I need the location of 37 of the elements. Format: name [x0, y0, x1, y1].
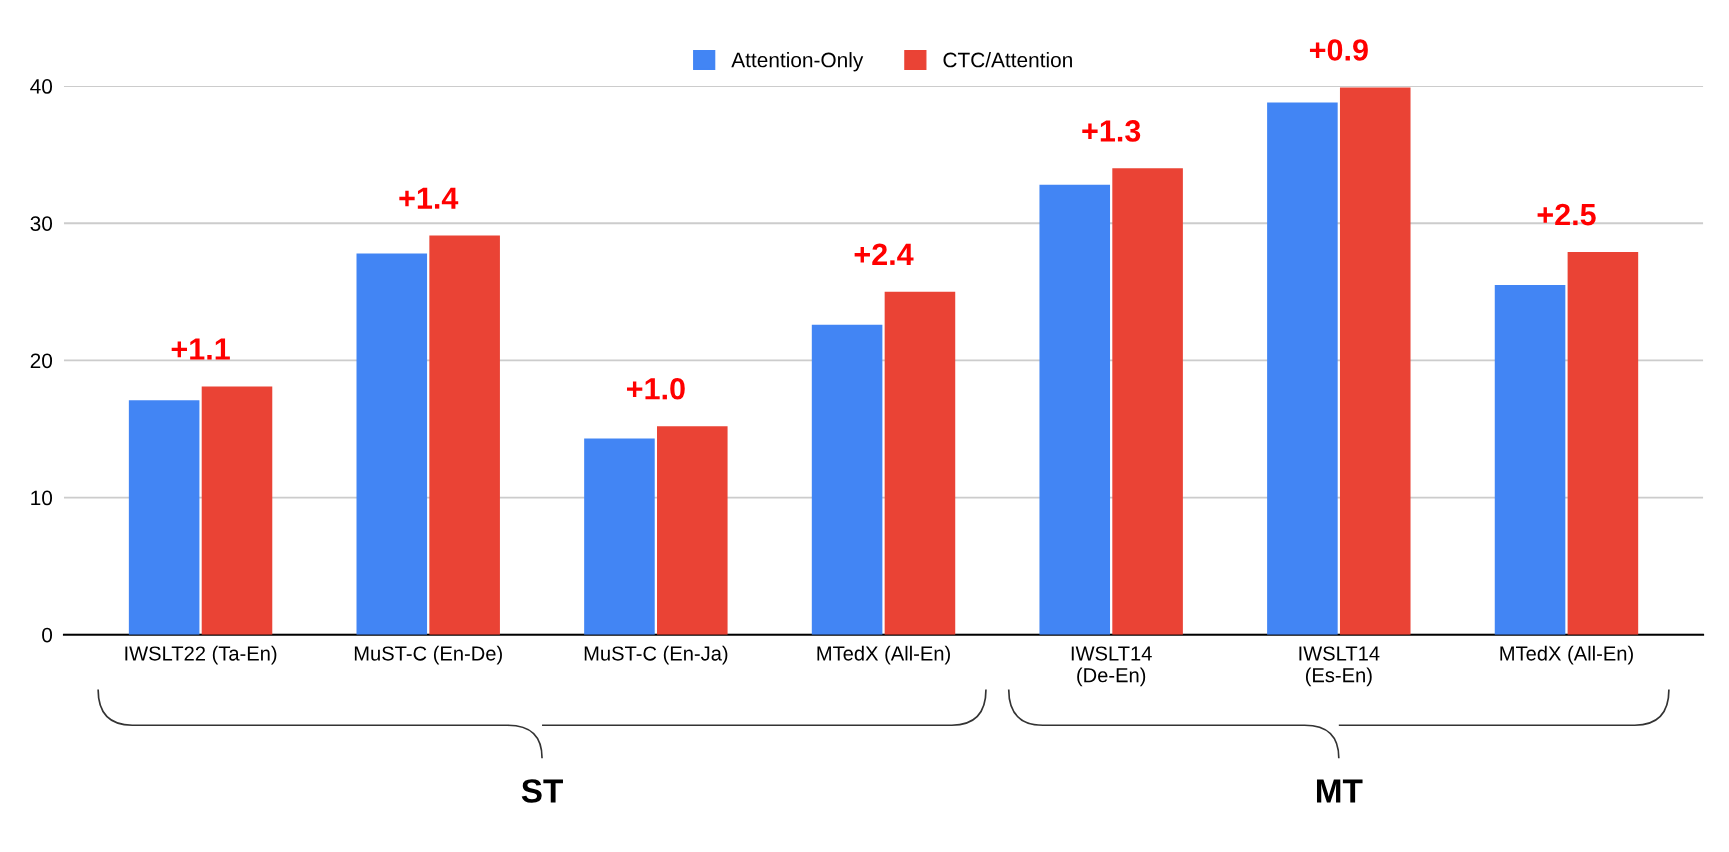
bar — [657, 426, 728, 635]
y-tick-label: 30 — [30, 216, 53, 231]
bar — [584, 438, 655, 635]
annotation: +1.3 — [1082, 120, 1141, 142]
bar — [201, 386, 273, 635]
bar — [429, 235, 500, 635]
bar — [884, 291, 956, 635]
bar — [356, 253, 428, 635]
x-tick-label: IWSLT22 (Ta-En) — [125, 645, 277, 665]
text: ST — [521, 779, 563, 803]
x-tick-label: MuST-C (En-Ja) — [584, 645, 728, 665]
bar — [1039, 184, 1111, 635]
text: +0.9 — [1309, 39, 1368, 61]
bar — [1494, 284, 1566, 635]
annotation: +1.0 — [626, 377, 685, 400]
annotation: +1.4 — [399, 187, 459, 209]
y-tick-label: 40 — [30, 79, 53, 94]
x-tick-label: MTedX (All-En) — [1500, 645, 1633, 665]
annotation: +2.4 — [854, 243, 914, 265]
bar — [1112, 168, 1183, 635]
legend-label: CTC/Attention — [943, 52, 1072, 68]
y-tick-label: 0 — [42, 627, 53, 643]
bar — [1339, 87, 1411, 635]
x-tick-label: MTedX (All-En) — [817, 645, 950, 665]
bar — [1267, 102, 1338, 635]
x-tick-label: IWSLT14 (De-En) — [1071, 646, 1152, 687]
text: MT — [1316, 779, 1363, 803]
x-tick-label: MuST-C (En-De) — [354, 645, 502, 665]
annotation: +1.1 — [171, 338, 230, 360]
legend-label: Attention-Only — [731, 52, 864, 72]
y-tick-label: 10 — [31, 490, 53, 506]
bar — [1567, 252, 1639, 635]
y-tick-label: 20 — [30, 353, 53, 369]
bar — [128, 400, 200, 635]
bar — [811, 324, 883, 635]
annotation: +2.5 — [1537, 203, 1596, 226]
x-tick-label: IWSLT14 (Es-En) — [1299, 646, 1380, 687]
